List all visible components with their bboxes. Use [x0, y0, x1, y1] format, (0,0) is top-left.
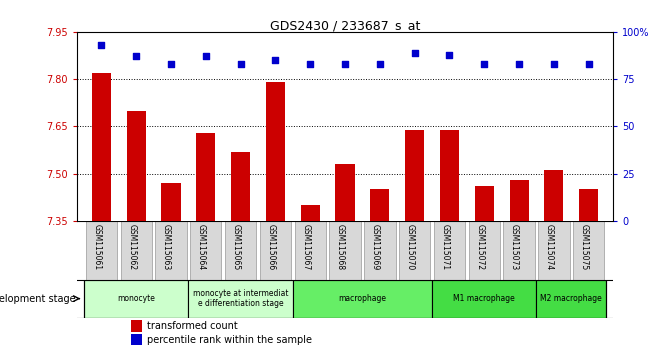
Text: macrophage: macrophage	[338, 294, 387, 303]
Point	[200, 53, 211, 59]
Bar	[92, 73, 111, 221]
Point	[96, 42, 107, 48]
FancyBboxPatch shape	[573, 221, 604, 280]
FancyBboxPatch shape	[503, 221, 535, 280]
FancyBboxPatch shape	[86, 221, 117, 280]
Point	[235, 61, 246, 67]
Point	[584, 61, 594, 67]
Bar	[84, 280, 188, 318]
Bar	[440, 130, 459, 221]
Text: GSM115064: GSM115064	[197, 224, 206, 270]
Point	[444, 52, 455, 57]
FancyBboxPatch shape	[295, 221, 326, 280]
FancyBboxPatch shape	[399, 221, 430, 280]
Text: GSM115074: GSM115074	[545, 224, 554, 270]
FancyBboxPatch shape	[364, 221, 395, 280]
Bar	[196, 133, 215, 221]
Bar	[293, 280, 432, 318]
Text: monocyte: monocyte	[117, 294, 155, 303]
Bar	[301, 205, 320, 221]
Text: GSM115061: GSM115061	[92, 224, 101, 270]
Point	[270, 57, 281, 63]
Point	[340, 61, 350, 67]
Title: GDS2430 / 233687_s_at: GDS2430 / 233687_s_at	[270, 19, 420, 32]
Bar	[371, 189, 389, 221]
Text: M2 macrophage: M2 macrophage	[541, 294, 602, 303]
Text: M1 macrophage: M1 macrophage	[454, 294, 515, 303]
FancyBboxPatch shape	[468, 221, 500, 280]
FancyBboxPatch shape	[121, 221, 152, 280]
FancyBboxPatch shape	[155, 221, 187, 280]
Bar	[131, 334, 143, 346]
Text: GSM115072: GSM115072	[475, 224, 484, 270]
FancyBboxPatch shape	[538, 221, 570, 280]
Text: monocyte at intermediat
e differentiation stage: monocyte at intermediat e differentiatio…	[193, 289, 288, 308]
Bar	[432, 280, 537, 318]
Bar	[127, 111, 146, 221]
Point	[305, 61, 316, 67]
Bar	[188, 280, 293, 318]
Point	[165, 61, 176, 67]
Text: GSM115073: GSM115073	[510, 224, 519, 270]
Bar	[475, 186, 494, 221]
Bar	[509, 180, 529, 221]
Point	[409, 50, 420, 56]
FancyBboxPatch shape	[260, 221, 291, 280]
Point	[479, 61, 490, 67]
Text: GSM115075: GSM115075	[580, 224, 589, 270]
Point	[375, 61, 385, 67]
FancyBboxPatch shape	[190, 221, 222, 280]
Text: GSM115071: GSM115071	[440, 224, 450, 270]
Point	[131, 53, 141, 59]
Text: percentile rank within the sample: percentile rank within the sample	[147, 335, 312, 344]
FancyBboxPatch shape	[330, 221, 360, 280]
Text: GSM115063: GSM115063	[162, 224, 171, 270]
Text: GSM115066: GSM115066	[267, 224, 275, 270]
Bar	[266, 82, 285, 221]
Text: GSM115068: GSM115068	[336, 224, 345, 270]
Bar	[405, 130, 424, 221]
Text: transformed count: transformed count	[147, 321, 237, 331]
Text: development stage: development stage	[0, 293, 75, 304]
Text: GSM115065: GSM115065	[232, 224, 241, 270]
Text: GSM115070: GSM115070	[405, 224, 415, 270]
Bar	[161, 183, 181, 221]
FancyBboxPatch shape	[225, 221, 257, 280]
Bar	[544, 171, 563, 221]
Bar	[231, 152, 250, 221]
FancyBboxPatch shape	[433, 221, 465, 280]
Point	[514, 61, 525, 67]
Text: GSM115062: GSM115062	[127, 224, 136, 270]
Bar	[579, 189, 598, 221]
Bar	[131, 320, 143, 332]
Text: GSM115067: GSM115067	[302, 224, 310, 270]
Text: GSM115069: GSM115069	[371, 224, 380, 270]
Bar	[537, 280, 606, 318]
Point	[549, 61, 559, 67]
Bar	[336, 164, 354, 221]
